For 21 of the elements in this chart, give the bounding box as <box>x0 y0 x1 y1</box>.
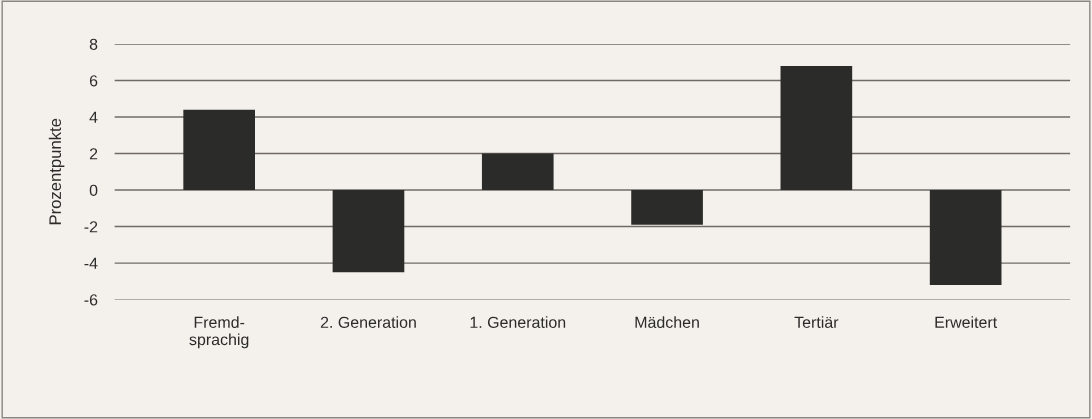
bar <box>183 109 255 191</box>
bar <box>780 65 853 191</box>
x-tick-label: Fremd- sprachig <box>189 316 249 349</box>
y-tick-label: 8 <box>89 38 98 50</box>
x-tick-label: Tertiär <box>794 316 839 328</box>
bar <box>929 190 1002 285</box>
x-tick-label: 2. Generation <box>320 316 416 328</box>
x-tick-label: Mädchen <box>635 316 699 328</box>
y-axis-title: Prozentpunkte <box>48 118 65 225</box>
bar <box>481 153 554 191</box>
y-tick-label: -6 <box>84 294 98 306</box>
y-tick-label: 2 <box>89 148 98 160</box>
y-tick-label: -4 <box>84 257 98 269</box>
bar <box>332 190 405 273</box>
bar <box>631 190 703 225</box>
y-tick-label: 6 <box>89 75 98 87</box>
y-tick-label: 4 <box>89 111 98 123</box>
y-tick-label: -2 <box>84 221 98 233</box>
x-tick-label: Erweitert <box>935 316 998 328</box>
x-tick-label: 1. Generation <box>470 316 566 328</box>
y-tick-label: 0 <box>89 184 98 196</box>
